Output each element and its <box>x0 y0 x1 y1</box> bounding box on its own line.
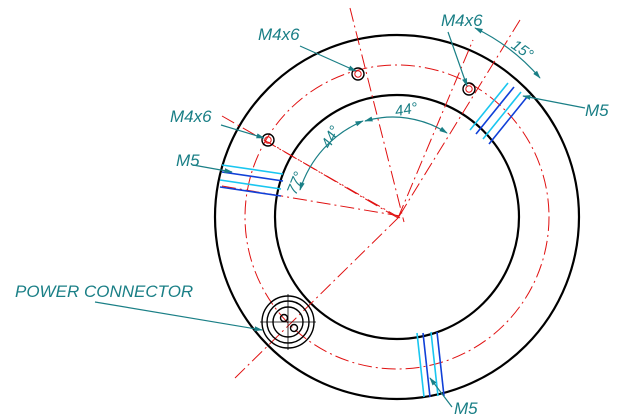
m5-hole-left <box>219 164 284 197</box>
label-m4x6-top: M4x6 <box>258 25 300 44</box>
m4x6-hole-left <box>261 133 275 147</box>
label-m5-bottom: M5 <box>454 399 478 418</box>
leader-lines <box>94 31 586 408</box>
power-connector <box>260 294 316 350</box>
m4x6-hole-right <box>462 82 476 96</box>
label-angle-77: 77° <box>284 170 308 197</box>
label-angle-15: 15° <box>508 37 536 64</box>
label-m5-left: M5 <box>176 151 200 170</box>
label-m4x6-left: M4x6 <box>170 107 212 126</box>
outer-ring-outline <box>213 33 581 401</box>
m5-hole-right <box>469 82 528 145</box>
label-m4x6-right: M4x6 <box>441 11 483 30</box>
m5-hole-bottom <box>416 331 445 398</box>
label-power-connector: POWER CONNECTOR <box>15 282 193 301</box>
label-angle-44-left: 44° <box>318 123 344 151</box>
m4x6-hole-top <box>351 67 365 81</box>
label-angle-44-right: 44° <box>394 99 419 120</box>
bolt-circle-centerline <box>244 64 550 370</box>
angle-dimensions <box>299 27 541 191</box>
inner-ring-outline <box>273 93 521 341</box>
label-m5-right: M5 <box>585 101 609 120</box>
